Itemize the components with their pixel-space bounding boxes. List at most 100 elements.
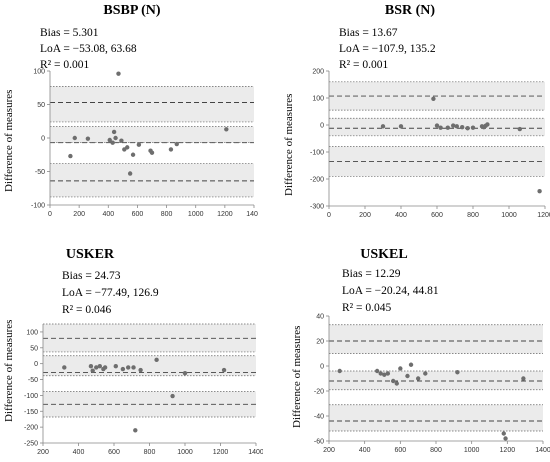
x-tick-label: 200 [359, 212, 371, 219]
data-point [113, 364, 118, 369]
data-point [423, 371, 428, 376]
x-tick-label: 1200 [500, 447, 516, 454]
data-point [111, 129, 117, 135]
data-point [415, 376, 421, 381]
chart-plot-uskel: -60 -40 -20 0 20 40 200 400 600 800 1000 1200 1400 [314, 314, 550, 455]
y-tick-label: 0 [41, 136, 45, 143]
data-point [127, 171, 133, 176]
y-tick-label: -20 [314, 389, 324, 396]
x-tick-label: 1000 [177, 449, 193, 456]
y-tick-label: 0 [34, 361, 38, 368]
data-point [503, 436, 508, 441]
x-tick-label: 600 [132, 211, 144, 218]
data-point [398, 124, 404, 129]
data-point [102, 365, 108, 370]
data-point [501, 431, 506, 436]
data-point [90, 368, 95, 373]
data-point [470, 125, 476, 130]
data-point [431, 96, 436, 102]
ci-band [329, 404, 543, 431]
data-point [408, 362, 414, 367]
data-point [107, 137, 112, 143]
data-point [380, 124, 386, 129]
y-tick-label: -100 [24, 393, 38, 400]
data-point [119, 138, 124, 143]
x-tick-label: 800 [161, 211, 173, 218]
data-point [394, 381, 399, 386]
loa-label: LoA = −20.24, 44.81 [342, 285, 439, 297]
chart-title: USKEL [360, 247, 408, 262]
y-tick-label: 0 [320, 123, 324, 130]
data-point [85, 136, 91, 141]
y-tick-label: -200 [310, 177, 324, 184]
x-tick-label: 1200 [217, 211, 233, 218]
data-point [454, 124, 459, 129]
data-point [517, 126, 522, 132]
x-tick-label: 400 [73, 449, 85, 456]
chart-title: BSR (N) [384, 3, 436, 18]
x-tick-label: 800 [430, 447, 442, 454]
loa-label: LoA = −77.49, 126.9 [62, 287, 159, 299]
loa-label: LoA = −53.08, 63.68 [40, 43, 137, 55]
y-tick-label: -50 [28, 377, 38, 384]
y-tick-label: 100 [33, 69, 45, 76]
y-axis-label: Difference of measures [3, 89, 15, 192]
x-tick-label: 200 [73, 211, 85, 218]
bias-label: Bias = 5.301 [40, 27, 99, 39]
x-tick-label: 1000 [188, 211, 204, 218]
data-point [391, 378, 396, 384]
y-tick-label: 100 [26, 329, 38, 336]
data-point [170, 393, 175, 399]
x-tick-label: 800 [144, 449, 156, 456]
x-tick-label: 1400 [248, 449, 263, 456]
data-point [72, 135, 77, 141]
data-point [382, 372, 387, 377]
data-point [97, 364, 103, 369]
data-point [434, 123, 440, 128]
x-tick-label: 1200 [213, 449, 229, 456]
x-tick-label: 400 [395, 212, 407, 219]
x-tick-label: 1000 [464, 447, 480, 454]
data-point [451, 123, 456, 128]
x-tick-label: 1000 [501, 212, 517, 219]
y-tick-label: 50 [30, 345, 38, 352]
data-point [398, 366, 403, 371]
bias-label: Bias = 24.73 [62, 270, 121, 282]
y-tick-label: -300 [310, 204, 324, 211]
y-tick-label: -250 [24, 441, 38, 448]
data-point [126, 365, 131, 370]
y-tick-label: 50 [37, 102, 45, 109]
x-tick-label: 1400 [246, 211, 258, 218]
bias-label: Bias = 12.29 [342, 268, 401, 280]
ci-band [329, 324, 543, 354]
data-point [88, 364, 94, 369]
y-axis-label: Difference of measures [283, 93, 295, 196]
ci-band [329, 371, 543, 390]
y-axis-label: Difference of measures [291, 325, 303, 428]
x-tick-label: 200 [323, 447, 335, 454]
data-point [485, 122, 490, 127]
chart-plot-usker: -250 -200 -150 -100 -50 0 50 100 200 400 600 800 100… [24, 323, 263, 456]
data-point [378, 371, 383, 376]
y-tick-label: 100 [312, 96, 324, 103]
data-point [154, 357, 159, 363]
data-point [94, 365, 99, 370]
chart-title: USKER [65, 247, 115, 262]
data-point [438, 125, 443, 130]
data-point [445, 125, 450, 130]
ci-band [50, 86, 254, 122]
chart-plot-bsr: -300 -200 -100 0 100 200 0 200 400 600 800 1000 1200 [310, 69, 550, 220]
data-point [131, 365, 136, 370]
data-point [460, 124, 465, 130]
y-tick-label: 40 [316, 314, 324, 321]
data-point [374, 368, 380, 374]
data-point [133, 428, 138, 433]
data-point [174, 141, 179, 147]
data-point [125, 145, 130, 150]
bias-label: Bias = 13.67 [339, 27, 398, 39]
r2-label: R² = 0.045 [342, 302, 392, 314]
r2-label: R² = 0.046 [62, 304, 112, 316]
x-tick-label: 200 [37, 449, 49, 456]
data-point [537, 188, 542, 194]
ci-band [43, 355, 256, 376]
